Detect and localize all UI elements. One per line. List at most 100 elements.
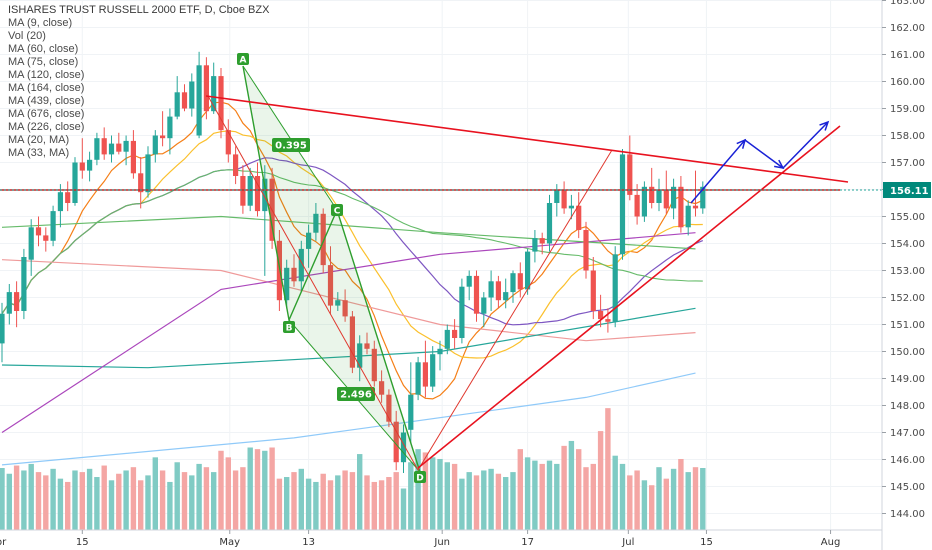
candle <box>605 308 611 333</box>
time-tick-label: Apr <box>0 537 7 548</box>
candle-body <box>320 213 326 266</box>
candle-body <box>138 173 144 193</box>
candle-body <box>408 394 414 430</box>
indicator-row[interactable]: MA (439, close) <box>8 95 85 107</box>
volume-bar <box>583 467 589 530</box>
candle-body <box>145 154 151 193</box>
volume-bar <box>313 481 319 530</box>
candle-body <box>678 186 684 228</box>
candle-body <box>605 319 611 322</box>
candle <box>357 335 363 382</box>
ratio-0395-label: 0.395 <box>272 138 310 152</box>
candle <box>437 340 443 371</box>
volume-bar <box>57 478 64 530</box>
volume-bar <box>524 457 531 530</box>
candle <box>692 170 699 217</box>
candle <box>422 340 428 398</box>
indicator-row[interactable]: MA (226, close) <box>8 121 85 133</box>
indicator-row[interactable]: MA (9, close) <box>8 17 73 29</box>
candle <box>43 227 49 252</box>
candle-body <box>444 329 450 349</box>
candle-body <box>400 432 407 463</box>
volume-bar <box>554 463 560 530</box>
candle-body <box>590 270 596 311</box>
candle-body <box>65 192 71 203</box>
volume-bar <box>510 472 516 530</box>
volume-bar <box>152 457 158 530</box>
candle-body <box>692 205 699 209</box>
time-axis-background <box>0 530 932 550</box>
candle <box>65 181 71 212</box>
indicator-row[interactable]: MA (20, MA) <box>8 134 70 146</box>
grid <box>0 0 882 530</box>
volume-bar <box>422 452 429 530</box>
candle-body <box>203 65 209 112</box>
point-d-label: D <box>414 471 426 484</box>
candle <box>641 181 647 222</box>
volume-bar <box>342 470 348 530</box>
candle-body <box>284 267 290 301</box>
candle <box>291 254 297 287</box>
volume-bar <box>546 460 553 530</box>
point-d-label-text: D <box>416 474 423 484</box>
volume-bar <box>35 472 42 530</box>
volume-bar <box>320 473 326 530</box>
volume-bar <box>181 472 188 530</box>
candle <box>313 203 319 241</box>
bcd-fill <box>289 210 420 472</box>
candle <box>503 278 509 309</box>
volume-bar <box>473 475 480 530</box>
candle <box>72 157 78 206</box>
indicator-row[interactable]: MA (33, MA) <box>8 147 70 159</box>
volume-bar <box>670 468 677 530</box>
volume-bar <box>94 477 100 530</box>
candlesticks <box>0 51 706 473</box>
candle <box>444 324 450 355</box>
price-tick-label: 163.00 <box>890 0 925 7</box>
volume-bar <box>612 455 618 530</box>
volume-bar <box>371 481 377 530</box>
candle-body <box>72 162 78 203</box>
price-axis[interactable]: 144.00 145.00 146.00 147.00 148.00 149.00 150.… <box>881 0 932 550</box>
indicator-row[interactable]: MA (164, close) <box>8 82 85 94</box>
candle-body <box>466 275 472 287</box>
last-price-tag: 156.11 <box>883 182 931 198</box>
candle-body <box>495 281 501 301</box>
candle-body <box>685 205 691 228</box>
candle-body <box>452 329 458 338</box>
volume-bar <box>393 472 399 530</box>
candle-body <box>152 135 158 155</box>
volume-bar <box>203 467 210 530</box>
candle <box>656 178 662 212</box>
candle-body <box>262 178 268 212</box>
candle-body <box>393 421 399 463</box>
candle-body <box>181 92 188 109</box>
volume-bar <box>678 458 684 530</box>
candle-body <box>14 292 20 311</box>
indicator-row[interactable]: MA (120, close) <box>8 69 85 81</box>
indicator-row[interactable]: Vol (20) <box>8 30 46 42</box>
time-tick-label: 17 <box>521 537 534 548</box>
ma-line <box>1 259 696 342</box>
indicator-row[interactable]: MA (60, close) <box>8 43 79 55</box>
candle-body <box>546 203 553 244</box>
candle-body <box>94 138 100 160</box>
candle <box>517 262 523 298</box>
indicator-row[interactable]: MA (676, close) <box>8 108 85 120</box>
volume-bar <box>138 480 144 530</box>
candle <box>495 275 501 309</box>
candle-body <box>641 186 647 217</box>
candle-body <box>649 186 655 203</box>
volume-bar <box>634 470 640 530</box>
volume-bar <box>130 467 137 530</box>
candle-body <box>481 297 487 314</box>
time-axis[interactable]: Apr 15 May 13 Jun 17 Jul 15 Aug <box>0 529 932 550</box>
price-tick-label: 149.00 <box>890 374 925 385</box>
volume-bar <box>189 475 195 530</box>
time-tick-label: Jul <box>621 537 634 548</box>
point-b-label-text: B <box>286 324 293 334</box>
volume-bar <box>247 447 253 530</box>
indicator-row[interactable]: MA (75, close) <box>8 56 79 68</box>
ratio-0395-label-text: 0.395 <box>275 141 307 152</box>
